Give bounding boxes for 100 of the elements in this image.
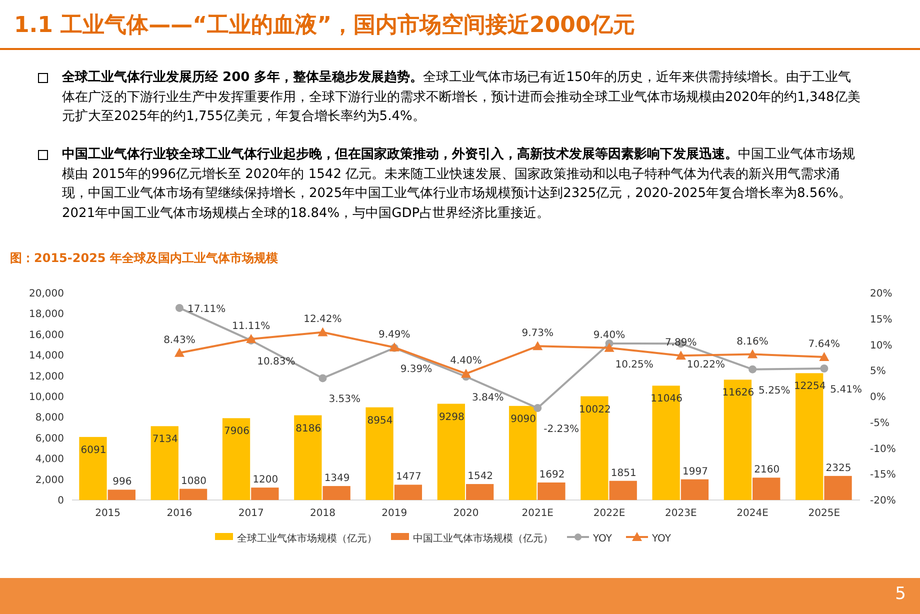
data-label: 1692	[539, 469, 565, 480]
bar	[466, 484, 494, 500]
data-label: 8954	[367, 415, 393, 426]
text: 中国工业气体行业较全球工业气体行业起步晚，但在国家政策推动，外资引入，高新技术发展等因素影响下发展迅速。中国工业气体市场规模由 2015年的996亿元增长至 2020年的 1542 亿元。未来随工业快速发展、国家政策推动和以电子特种气体为代表的新兴用气需求涌现，中国工业气体市场有望继续保持增长，2025年中国工业气体行业市场规模预计达到2325亿元，2020-2025年复合增长率为8.56%。2021年中国工业气体市场规模占全球的18.84%，与中国GDP占世界经济比重接近。	[62, 146, 856, 222]
x-tick-label: 2016	[166, 508, 192, 519]
point	[174, 348, 184, 357]
bar	[394, 484, 422, 500]
data-label: -2.23%	[544, 424, 580, 436]
y-tick-label: 6,000	[35, 433, 64, 444]
data-label: 6091	[80, 444, 106, 456]
data-label: 17.11%	[187, 304, 226, 315]
point	[604, 342, 614, 352]
data-label: 1349	[324, 473, 350, 484]
data-label: 10.83%	[257, 356, 296, 368]
bar	[437, 404, 465, 500]
bar	[251, 488, 279, 500]
bar	[108, 490, 136, 500]
y2-tick-label: -10%	[870, 444, 896, 455]
data-label: 5.25%	[758, 385, 790, 396]
y2-tick-label: 0%	[870, 392, 886, 403]
data-label: 5.41%	[830, 384, 862, 396]
x-tick-label: 2018	[310, 508, 336, 519]
x-tick-label: 2022E	[593, 508, 626, 519]
y2-tick-label: 15%	[870, 314, 892, 326]
data-label: 10.25%	[615, 359, 654, 370]
data-label: 1200	[252, 474, 278, 486]
y-tick-label: 20,000	[29, 288, 64, 300]
data-label: 9.39%	[400, 364, 432, 375]
data-label: 7.89%	[665, 338, 697, 349]
y2-tick-label: -5%	[870, 418, 890, 429]
x-tick-label: 2023E	[665, 508, 697, 519]
point	[175, 304, 184, 312]
bar	[796, 373, 824, 500]
y-tick-label: 4,000	[35, 454, 64, 466]
y-tick-label: 0	[58, 496, 64, 506]
bar	[508, 406, 537, 500]
y-tick-label: 14,000	[29, 350, 64, 362]
bar	[538, 482, 566, 500]
bar	[824, 476, 852, 500]
bar	[222, 418, 250, 500]
text: 1.1 工业气体——“工业的血液”，国内市场空间接近2000亿元	[14, 12, 635, 40]
point	[748, 365, 757, 374]
bar	[150, 426, 178, 500]
x-tick-label: 2015	[95, 508, 121, 519]
point	[820, 364, 828, 373]
x-tick-label: 2024E	[736, 508, 768, 519]
y2-tick-label: -20%	[870, 496, 896, 506]
data-label: 1997	[682, 466, 708, 478]
bar	[724, 380, 752, 500]
x-tick-label: 2025E	[808, 508, 840, 519]
bar	[79, 436, 107, 500]
data-label: 8.16%	[736, 336, 768, 348]
data-label: 7134	[152, 434, 178, 446]
bar	[294, 415, 322, 500]
bar	[609, 480, 637, 500]
y2-tick-label: 10%	[870, 340, 892, 352]
data-label: 1542	[468, 471, 494, 482]
y2-tick-label: 20%	[870, 288, 892, 300]
y-tick-label: 2,000	[35, 474, 64, 486]
data-label: 2160	[754, 464, 780, 476]
point	[534, 404, 542, 412]
bar	[752, 478, 780, 500]
point	[318, 374, 327, 382]
data-label: 9.73%	[522, 328, 554, 340]
point	[461, 368, 471, 378]
bar	[179, 488, 208, 500]
y-tick-label: 12,000	[29, 371, 64, 382]
y-tick-label: 18,000	[29, 309, 64, 320]
bar	[652, 386, 680, 500]
bar	[680, 479, 709, 500]
data-label: 2325	[826, 462, 852, 474]
data-label: 8186	[296, 423, 322, 434]
legend-label: 中国工业气体市场规模（亿元）	[413, 532, 553, 544]
data-label: 7906	[224, 426, 250, 438]
legend-label: 全球工业气体市场规模（亿元）	[237, 532, 377, 544]
data-label: 1080	[181, 476, 207, 487]
data-label: 3.53%	[328, 394, 361, 406]
text: 5	[895, 584, 906, 604]
data-label: 8.43%	[164, 334, 196, 346]
data-label: 9090	[510, 414, 536, 425]
data-label: 10.22%	[686, 360, 726, 371]
chart-title: 图：2015-2025 年全球及国内工业气体市场规模	[10, 251, 278, 265]
y2-tick-label: -15%	[870, 470, 896, 481]
y-tick-label: 16,000	[29, 330, 64, 341]
data-label: 3.84%	[472, 392, 504, 404]
x-tick-label: 2017	[238, 508, 264, 519]
legend-label: YOY	[651, 534, 672, 544]
data-label: 1851	[610, 468, 636, 479]
data-label: 9.40%	[593, 330, 626, 341]
y2-tick-label: 5%	[870, 366, 886, 378]
bar	[366, 407, 394, 500]
data-label: 12.42%	[304, 314, 342, 326]
y-tick-label: 8,000	[35, 412, 64, 424]
x-tick-label: 2020	[453, 508, 479, 519]
point	[318, 327, 328, 336]
y-tick-label: 10,000	[29, 392, 64, 403]
text: 全球工业气体行业发展历经 200 多年，整体呈稳步发展趋势。全球工业气体市场已有近150年的历史，近年来供需持续增长。由于工业气体在广泛的下游行业生产中发挥重要作用，全球下游行业的需求不断增长，预计进而会推动全球工业气体市场规模由2020年的约1,348亿美元扩大至2025年的约1,755亿美元，年复合增长率约为5.4%。	[62, 69, 862, 126]
bar	[322, 486, 350, 500]
point	[748, 349, 758, 358]
data-label: 9298	[438, 412, 464, 423]
